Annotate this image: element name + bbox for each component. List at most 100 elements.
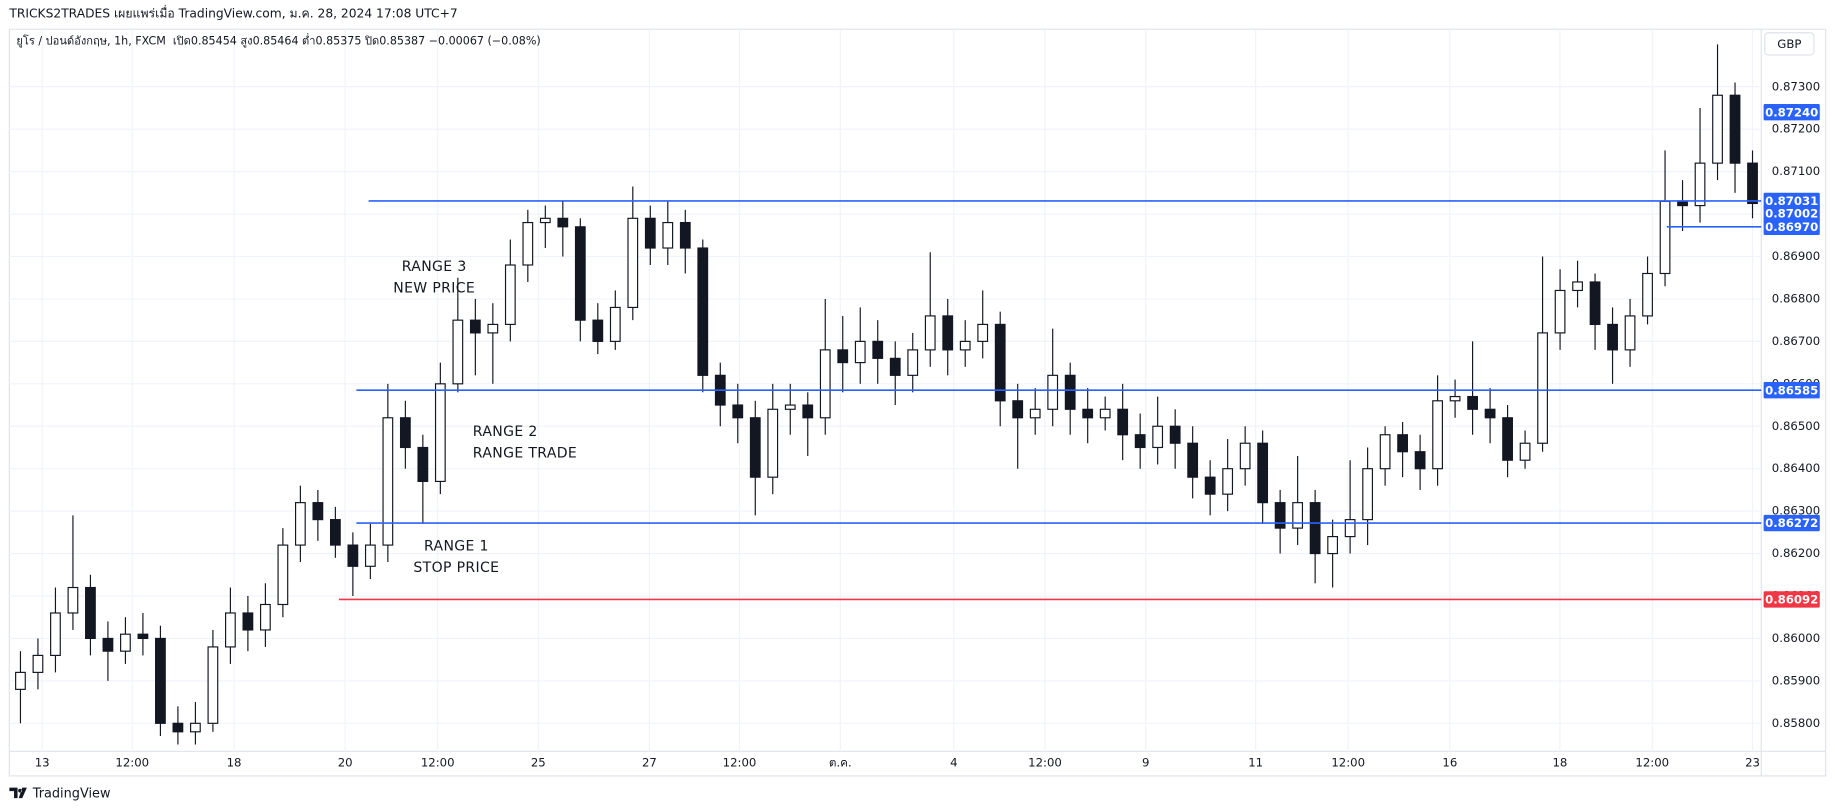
candle-body bbox=[1047, 374, 1059, 410]
annotation: RANGE 3 bbox=[402, 259, 467, 275]
candle-body bbox=[1309, 502, 1321, 555]
candle-body bbox=[15, 671, 26, 690]
candle-body bbox=[592, 319, 604, 342]
y-tick-label: 0.87100 bbox=[1772, 164, 1820, 178]
candle-body bbox=[889, 357, 901, 376]
candle-body bbox=[1327, 536, 1339, 555]
x-tick-label: 12:00 bbox=[723, 756, 757, 770]
candle-body bbox=[277, 544, 289, 606]
y-tick-label: 0.86900 bbox=[1772, 249, 1820, 263]
candle-body bbox=[382, 417, 394, 546]
candle-body bbox=[977, 323, 989, 342]
candle-body bbox=[767, 408, 779, 478]
candle-body bbox=[1344, 519, 1356, 538]
candle-body bbox=[1152, 425, 1164, 449]
currency-button bbox=[1764, 32, 1815, 56]
candle-body bbox=[417, 446, 429, 483]
candle-body bbox=[1379, 434, 1391, 470]
symbol-legend: ยูโร / ปอนด์อังกฤษ, 1h, FXCM เปิด0.85454 … bbox=[16, 33, 540, 48]
annotation: RANGE 1 bbox=[424, 539, 489, 555]
price-pill-label: 0.87240 bbox=[1765, 105, 1818, 119]
x-tick-label: 13 bbox=[35, 756, 50, 770]
price-pill-label: 0.86585 bbox=[1765, 383, 1818, 397]
annotation: STOP PRICE bbox=[413, 560, 499, 576]
candle-body bbox=[329, 519, 341, 546]
candle-body bbox=[259, 603, 271, 631]
logo-mark bbox=[9, 787, 27, 799]
candle-body bbox=[679, 221, 691, 249]
annotation: RANGE TRADE bbox=[473, 445, 577, 461]
y-tick-label: 0.86800 bbox=[1772, 291, 1820, 305]
x-tick-label: 11 bbox=[1248, 756, 1263, 770]
candle-body bbox=[1082, 408, 1094, 419]
candle-body bbox=[802, 404, 814, 419]
price-pill-label: 0.86970 bbox=[1765, 220, 1818, 234]
candle-body bbox=[1239, 442, 1251, 470]
candle-body bbox=[1257, 442, 1269, 504]
x-tick-label: ต.ค. bbox=[829, 756, 852, 770]
candle-body bbox=[1537, 332, 1548, 444]
candle-body bbox=[662, 221, 674, 249]
candle-body bbox=[644, 217, 656, 249]
candle-body bbox=[1519, 442, 1531, 461]
x-tick-label: 12:00 bbox=[1028, 756, 1062, 770]
candle-body bbox=[1187, 442, 1199, 478]
candle-body bbox=[1274, 502, 1286, 529]
ohlc-values: เปิด0.85454 สูง0.85464 ต่ำ0.85375 ปิด0.8… bbox=[173, 33, 541, 48]
candle-body bbox=[1642, 272, 1653, 317]
plot-frame bbox=[8, 28, 1827, 777]
candle-body bbox=[399, 417, 411, 449]
x-tick-label: 20 bbox=[338, 756, 353, 770]
price-pill-label: 0.87031 bbox=[1765, 194, 1818, 208]
candle-body bbox=[242, 612, 254, 631]
x-tick-label: 18 bbox=[1552, 756, 1567, 770]
candle-body bbox=[1589, 281, 1601, 325]
candle-body bbox=[872, 340, 884, 359]
candle-body bbox=[574, 226, 586, 321]
attribution: TRICKS2TRADES เผยแพร่เมื่อ TradingView.c… bbox=[8, 5, 457, 21]
candle-body bbox=[1712, 94, 1723, 164]
candle-body bbox=[1467, 395, 1478, 410]
candle-body bbox=[312, 502, 324, 521]
candle-body bbox=[994, 323, 1006, 402]
tradingview-logo: TradingView bbox=[9, 787, 110, 802]
candle-body bbox=[1677, 200, 1688, 207]
candle-body bbox=[854, 340, 866, 364]
price-pill bbox=[1763, 205, 1820, 222]
candle-body bbox=[1659, 200, 1671, 275]
y-tick-label: 0.86400 bbox=[1772, 461, 1820, 475]
x-tick-label: 12:00 bbox=[115, 756, 149, 770]
symbol-title: ยูโร / ปอนด์อังกฤษ, 1h, FXCM bbox=[16, 34, 165, 48]
candle-body bbox=[1729, 94, 1741, 164]
price-pill-label: 0.86272 bbox=[1765, 516, 1818, 530]
y-tick-label: 0.87200 bbox=[1772, 122, 1820, 136]
candle-body bbox=[207, 646, 219, 724]
y-tick-label: 0.86300 bbox=[1772, 504, 1820, 518]
price-pill bbox=[1763, 381, 1820, 399]
y-tick-label: 0.86000 bbox=[1772, 631, 1820, 645]
candle-body bbox=[225, 612, 236, 648]
price-pill bbox=[1763, 514, 1820, 532]
candle-body bbox=[1554, 289, 1566, 334]
y-tick-label: 0.86500 bbox=[1772, 419, 1820, 433]
candle-body bbox=[837, 349, 849, 364]
y-tick-label: 0.86200 bbox=[1772, 546, 1820, 560]
candle-body bbox=[1204, 476, 1216, 495]
candle-body bbox=[942, 315, 954, 351]
x-tick-label: 16 bbox=[1442, 756, 1457, 770]
x-tick-label: 4 bbox=[950, 756, 957, 770]
candle-body bbox=[1572, 281, 1583, 292]
x-tick-label: 12:00 bbox=[421, 756, 455, 770]
candle-body bbox=[1414, 451, 1426, 470]
candle-body bbox=[347, 544, 359, 567]
x-tick-label: 12:00 bbox=[1331, 756, 1365, 770]
currency-label: GBP bbox=[1777, 37, 1801, 51]
price-pill bbox=[1763, 591, 1820, 608]
candle-body bbox=[452, 319, 464, 385]
candle-body bbox=[1449, 395, 1461, 402]
y-tick-label: 0.85800 bbox=[1772, 716, 1820, 730]
candle-body bbox=[1099, 408, 1111, 419]
candle-body bbox=[539, 217, 551, 224]
